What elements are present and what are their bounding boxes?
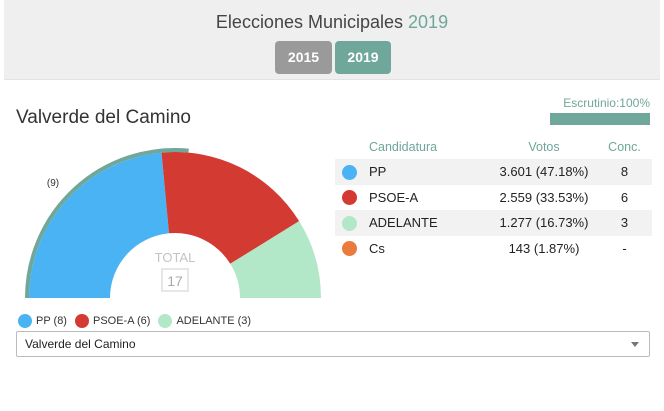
party-color-dot: [341, 164, 357, 180]
majority-label: (9): [47, 178, 59, 189]
table-row: Cs 143 (1.87%) -: [335, 236, 652, 262]
legend-dot: [74, 314, 89, 328]
page-title: Elecciones Municipales 2019: [4, 12, 660, 33]
results-table: Candidatura Votos Conc. PP 3.601 (47.18%…: [335, 135, 652, 261]
chart-legend: PP (8) PSOE-A (6) ADELANTE (3): [18, 313, 259, 329]
seats-chart: (9) TOTAL 17: [0, 138, 340, 308]
escrutinio-label: Escrutinio:100%: [563, 96, 650, 110]
party-seats: -: [622, 240, 627, 256]
legend-label: ADELANTE (3): [176, 315, 252, 327]
table-row: PP 3.601 (47.18%) 8: [335, 159, 652, 185]
header-concejales: Conc.: [608, 140, 641, 154]
escrutinio-progress-bar: [550, 113, 650, 125]
legend-label: PP (8): [36, 315, 67, 327]
municipality-title: Valverde del Camino: [16, 107, 191, 128]
seats-chart-svg: (9) TOTAL 17: [25, 148, 321, 299]
seat-slice-pp: [29, 152, 170, 298]
chevron-down-icon: [631, 342, 639, 347]
table-row: PSOE-A 2.559 (33.53%) 6: [335, 185, 652, 211]
total-label: TOTAL: [155, 250, 196, 265]
municipality-select-value: Valverde del Camino: [25, 337, 136, 351]
legend-dot: [158, 314, 173, 328]
party-name: ADELANTE: [363, 210, 491, 236]
party-name: Cs: [369, 240, 385, 256]
total-box: [161, 268, 189, 292]
party-votes: 3.601 (47.18%): [491, 159, 597, 185]
party-color-dot: [341, 241, 357, 257]
escrutinio-progress-fill: [550, 113, 650, 125]
majority-arc: [25, 148, 189, 299]
party-votes: 1.277 (16.73%): [491, 210, 597, 236]
seat-slice-adelante: [230, 221, 321, 298]
municipality-select[interactable]: Valverde del Camino: [16, 331, 650, 357]
legend-item-pp[interactable]: PP (8): [18, 314, 67, 328]
party-color-dot: [341, 190, 357, 206]
results-header-row: Candidatura Votos Conc.: [335, 135, 652, 159]
party-seats: 6: [620, 189, 629, 205]
party-seats: 3: [597, 210, 652, 236]
legend-dot: [18, 314, 32, 328]
legend-item-psoe-a[interactable]: PSOE-A (6): [74, 314, 151, 328]
party-color-dot: [341, 215, 357, 231]
header-votos: Votos: [528, 140, 560, 154]
legend-item-adelante[interactable]: ADELANTE (3): [158, 314, 251, 328]
title-prefix: Elecciones Municipales: [215, 12, 404, 32]
party-votes: 2.559 (33.53%): [499, 189, 589, 205]
party-name: PP: [363, 159, 491, 185]
header: Elecciones Municipales 2019 2015 2019: [4, 0, 660, 80]
header-candidatura: Candidatura: [369, 140, 438, 154]
party-votes: 143 (1.87%): [508, 240, 580, 256]
party-seats: 8: [597, 159, 652, 185]
year-2015-button[interactable]: 2015: [275, 41, 332, 74]
year-2019-button[interactable]: 2019: [335, 41, 391, 74]
seat-slice-psoe-a: [161, 152, 300, 264]
party-name: PSOE-A: [369, 189, 419, 205]
total-value: 17: [167, 273, 183, 289]
title-year: 2019: [408, 12, 449, 32]
table-row: ADELANTE 1.277 (16.73%) 3: [335, 210, 652, 236]
legend-label: PSOE-A (6): [92, 315, 151, 327]
